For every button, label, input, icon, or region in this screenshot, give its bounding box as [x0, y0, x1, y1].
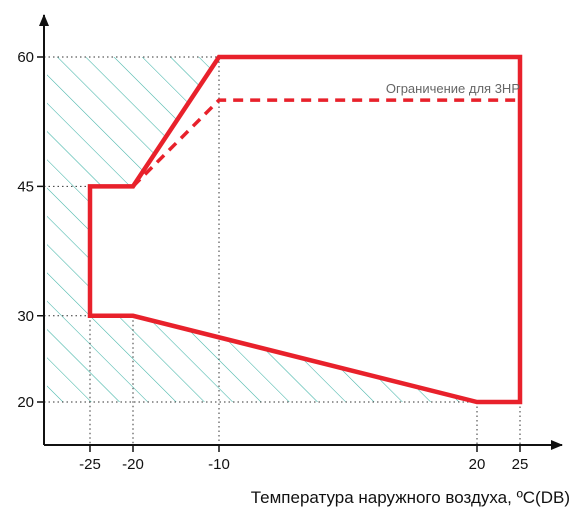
x-tick-label: 25: [512, 456, 529, 473]
operating-envelope-outline: [87, 54, 523, 405]
x-tick-label: -20: [122, 456, 144, 473]
x-tick-label: 20: [469, 456, 486, 473]
x-tick-label: -25: [79, 456, 101, 473]
x-axis-label: Температура наружного воздуха, ºC(DB): [251, 488, 570, 507]
y-tick-label: 20: [17, 394, 34, 411]
limit-3hp-label: Ограничение для 3HP: [386, 81, 520, 96]
y-ticks: 60 45 30 20: [17, 49, 44, 411]
y-tick-label: 45: [17, 178, 34, 195]
restricted-zone-hatch: [47, 57, 477, 402]
y-tick-label: 60: [17, 49, 34, 66]
x-tick-label: -10: [208, 456, 230, 473]
tick-guides: [44, 56, 521, 445]
limit-3hp-line: [131, 98, 520, 188]
y-tick-label: 30: [17, 308, 34, 325]
x-ticks: -25 -20 -10 20 25: [79, 445, 528, 473]
